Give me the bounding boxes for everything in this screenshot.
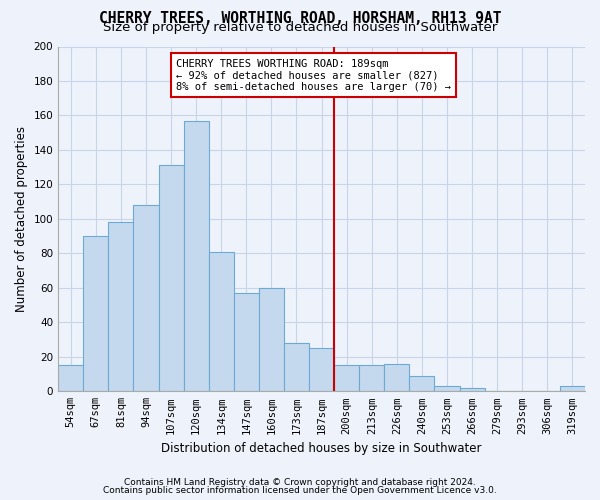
Bar: [560, 386, 585, 392]
Bar: [284, 343, 309, 392]
Text: CHERRY TREES WORTHING ROAD: 189sqm
← 92% of detached houses are smaller (827)
8%: CHERRY TREES WORTHING ROAD: 189sqm ← 92%…: [176, 58, 451, 92]
Text: Contains public sector information licensed under the Open Government Licence v3: Contains public sector information licen…: [103, 486, 497, 495]
Bar: [259, 288, 284, 392]
Bar: [334, 366, 359, 392]
Bar: [83, 236, 109, 392]
Bar: [385, 364, 409, 392]
Bar: [158, 166, 184, 392]
Y-axis label: Number of detached properties: Number of detached properties: [15, 126, 28, 312]
Bar: [359, 366, 385, 392]
Bar: [234, 293, 259, 392]
Text: CHERRY TREES, WORTHING ROAD, HORSHAM, RH13 9AT: CHERRY TREES, WORTHING ROAD, HORSHAM, RH…: [99, 11, 501, 26]
Text: Size of property relative to detached houses in Southwater: Size of property relative to detached ho…: [103, 22, 497, 35]
Bar: [409, 376, 434, 392]
Text: Contains HM Land Registry data © Crown copyright and database right 2024.: Contains HM Land Registry data © Crown c…: [124, 478, 476, 487]
Bar: [209, 252, 234, 392]
Bar: [434, 386, 460, 392]
Bar: [133, 205, 158, 392]
Bar: [460, 388, 485, 392]
Bar: [184, 120, 209, 392]
X-axis label: Distribution of detached houses by size in Southwater: Distribution of detached houses by size …: [161, 442, 482, 455]
Bar: [309, 348, 334, 392]
Bar: [58, 366, 83, 392]
Bar: [109, 222, 133, 392]
